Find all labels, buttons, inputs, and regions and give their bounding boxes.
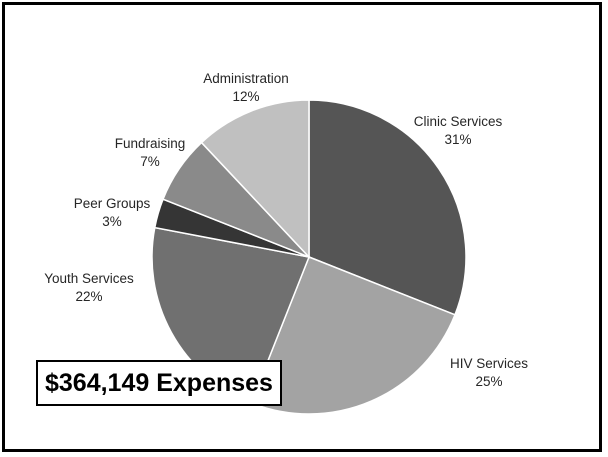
label-percent-hiv-services: 25% [475,374,502,389]
slice-administration [200,99,310,259]
label-youth-services: Youth Services 22% [44,271,134,304]
label-fundraising: Fundraising 7% [115,136,186,169]
slice-clinic-services [308,99,467,316]
label-administration: Administration 12% [203,71,289,104]
pie-slices [151,99,467,415]
label-name-peer-groups: Peer Groups [74,196,151,211]
label-name-hiv-services: HIV Services [450,356,528,371]
slice-hiv-services [250,256,456,415]
label-percent-fundraising: 7% [140,154,160,169]
label-peer-groups: Peer Groups 3% [74,196,151,229]
total-expenses-label: $364,149 Expenses [36,360,282,406]
label-name-clinic-services: Clinic Services [414,114,503,129]
label-percent-clinic-services: 31% [444,132,471,147]
pie-labels: Clinic Services 31% HIV Services 25% Youth S… [44,71,528,389]
label-name-youth-services: Youth Services [44,271,134,286]
label-percent-youth-services: 22% [75,289,102,304]
label-clinic-services: Clinic Services 31% [414,114,503,147]
label-name-fundraising: Fundraising [115,136,186,151]
label-percent-peer-groups: 3% [102,214,122,229]
label-percent-administration: 12% [232,89,259,104]
label-name-administration: Administration [203,71,289,86]
label-hiv-services: HIV Services 25% [450,356,528,389]
